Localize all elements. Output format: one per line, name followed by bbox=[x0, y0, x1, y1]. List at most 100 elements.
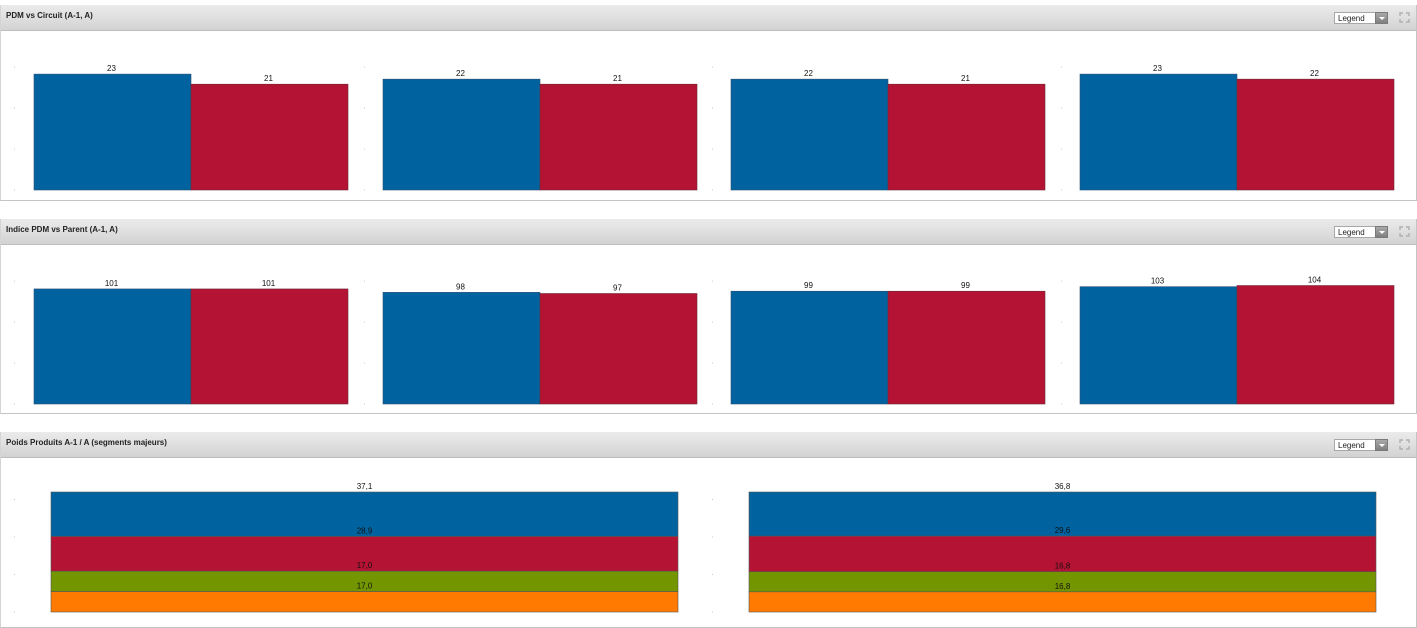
data-label: 22 bbox=[804, 69, 813, 78]
axis-tick bbox=[364, 107, 365, 109]
panel-pdm-circuit: PDM vs Circuit (A-1, A) Legend 23 21 22 21 2… bbox=[0, 5, 1417, 201]
bar bbox=[33, 73, 192, 191]
data-label: 101 bbox=[105, 279, 119, 288]
legend-dropdown-label: Legend bbox=[1338, 14, 1365, 23]
stacked-bar-chart: 37,1 28,9 17,0 17,0 36,8 29,6 16,8 16,8 bbox=[14, 482, 1377, 613]
legend-dropdown-label: Legend bbox=[1338, 228, 1365, 237]
axis-tick bbox=[14, 574, 15, 575]
bar-chart: 101101FLS POIDS FIXE9897EPICERIE9999LIQU… bbox=[14, 276, 1395, 405]
legend-dropdown[interactable]: Legend bbox=[1334, 12, 1388, 24]
axis-tick bbox=[14, 362, 15, 364]
panel-header: Poids Produits A-1 / A (segments majeurs… bbox=[1, 432, 1416, 458]
axis-tick bbox=[1061, 189, 1062, 191]
axis-tick bbox=[712, 611, 713, 613]
axis-tick bbox=[364, 280, 365, 282]
bar bbox=[539, 83, 698, 191]
legend-dropdown-label: Legend bbox=[1338, 441, 1365, 450]
expand-icon[interactable] bbox=[1399, 226, 1410, 237]
data-label: 37,1 bbox=[357, 482, 373, 491]
legend-dropdown[interactable]: Legend bbox=[1334, 226, 1388, 238]
axis-tick bbox=[1061, 362, 1062, 364]
data-label: 21 bbox=[961, 74, 970, 83]
axis-tick bbox=[1061, 403, 1062, 405]
axis-tick bbox=[712, 321, 713, 323]
data-label: 21 bbox=[264, 74, 273, 83]
data-label: 103 bbox=[1151, 277, 1165, 286]
bar bbox=[382, 78, 541, 191]
axis-tick bbox=[14, 107, 15, 109]
bar-segment bbox=[748, 591, 1377, 613]
bar bbox=[190, 83, 349, 191]
axis-tick bbox=[712, 280, 713, 282]
data-label: 21 bbox=[613, 74, 622, 83]
bar bbox=[887, 83, 1046, 191]
axis-tick bbox=[712, 536, 713, 538]
chevron-down-icon[interactable] bbox=[1375, 439, 1388, 451]
data-label: 28,9 bbox=[357, 527, 373, 536]
axis-tick bbox=[364, 362, 365, 364]
bar-segment bbox=[50, 491, 679, 537]
bar bbox=[730, 78, 889, 191]
bar bbox=[1079, 73, 1238, 191]
bar-segment bbox=[50, 536, 679, 572]
data-label: 104 bbox=[1308, 276, 1322, 285]
chevron-down-icon[interactable] bbox=[1375, 12, 1388, 24]
axis-tick bbox=[712, 189, 713, 191]
panel-header: PDM vs Circuit (A-1, A) Legend bbox=[1, 5, 1416, 31]
axis-tick bbox=[14, 403, 15, 405]
axis-tick bbox=[712, 66, 713, 68]
axis-tick bbox=[712, 574, 713, 575]
bar bbox=[1079, 286, 1238, 405]
bar bbox=[887, 290, 1046, 405]
panel-title: PDM vs Circuit (A-1, A) bbox=[6, 11, 93, 20]
bar bbox=[33, 288, 192, 405]
axis-tick bbox=[712, 362, 713, 364]
data-label: 98 bbox=[456, 282, 465, 291]
expand-icon[interactable] bbox=[1399, 439, 1410, 450]
chevron-down-icon[interactable] bbox=[1375, 226, 1388, 238]
axis-tick bbox=[14, 536, 15, 538]
bar-chart: 23 21 22 21 22 21 23 22 bbox=[14, 64, 1395, 191]
data-label: 16,8 bbox=[1055, 562, 1071, 571]
data-label: 99 bbox=[961, 281, 970, 290]
data-label: 101 bbox=[262, 279, 276, 288]
axis-tick bbox=[14, 280, 15, 282]
axis-tick bbox=[712, 107, 713, 109]
panel-indice-pdm: Indice PDM vs Parent (A-1, A) Legend 101… bbox=[0, 219, 1417, 414]
panel-header: Indice PDM vs Parent (A-1, A) Legend bbox=[1, 219, 1416, 245]
panel-title: Poids Produits A-1 / A (segments majeurs… bbox=[6, 438, 167, 447]
expand-icon[interactable] bbox=[1399, 12, 1410, 23]
axis-tick bbox=[1061, 66, 1062, 68]
data-label: 17,0 bbox=[357, 561, 373, 570]
bar bbox=[1236, 285, 1395, 405]
axis-tick bbox=[712, 148, 713, 150]
axis-tick bbox=[712, 403, 713, 405]
data-label: 36,8 bbox=[1055, 482, 1071, 491]
data-label: 17,0 bbox=[357, 582, 373, 591]
axis-tick bbox=[364, 148, 365, 150]
axis-tick bbox=[364, 66, 365, 68]
data-label: 16,8 bbox=[1055, 582, 1071, 591]
bar bbox=[190, 288, 349, 405]
bar-segment bbox=[748, 491, 1377, 537]
axis-tick bbox=[1061, 107, 1062, 109]
bar bbox=[730, 290, 889, 405]
axis-tick bbox=[712, 499, 713, 500]
panel-title: Indice PDM vs Parent (A-1, A) bbox=[6, 225, 118, 234]
data-label: 23 bbox=[1153, 64, 1162, 73]
bar bbox=[1236, 78, 1395, 191]
axis-tick bbox=[14, 321, 15, 323]
axis-tick bbox=[14, 148, 15, 150]
axis-tick bbox=[14, 189, 15, 191]
legend-dropdown[interactable]: Legend bbox=[1334, 439, 1388, 451]
panel-poids-produits: Poids Produits A-1 / A (segments majeurs… bbox=[0, 432, 1417, 628]
axis-tick bbox=[1061, 148, 1062, 150]
data-label: 97 bbox=[613, 284, 622, 293]
axis-tick bbox=[14, 499, 15, 500]
bar bbox=[539, 293, 698, 405]
data-label: 29,6 bbox=[1055, 526, 1071, 535]
data-label: 22 bbox=[1310, 69, 1319, 78]
axis-tick bbox=[1061, 321, 1062, 323]
axis-tick bbox=[364, 403, 365, 405]
bar-segment bbox=[50, 591, 679, 613]
